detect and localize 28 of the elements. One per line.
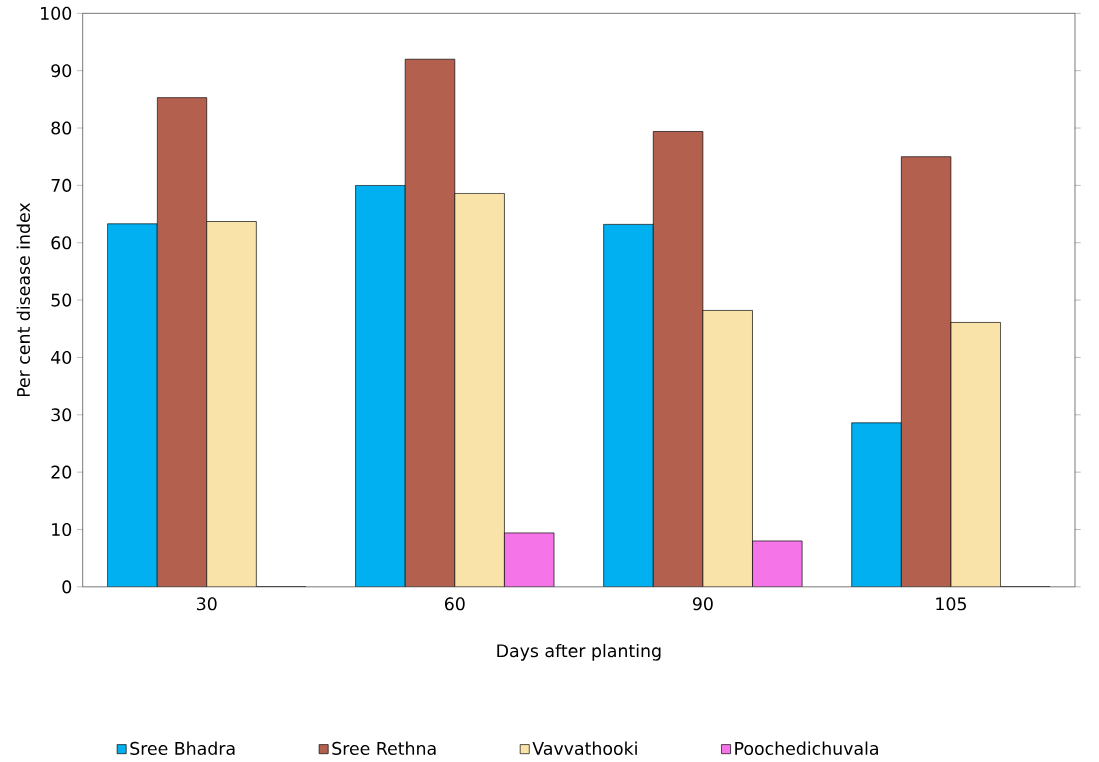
y-tick-label: 30: [51, 408, 72, 422]
y-axis-title: Per cent disease index: [16, 202, 31, 397]
bar: [156, 97, 208, 587]
legend-label: Sree Bhadra: [130, 741, 235, 755]
x-tick-label: 60: [444, 597, 465, 611]
y-tick-label: 40: [51, 350, 72, 364]
bar: [504, 532, 555, 587]
bar: [652, 131, 704, 587]
x-tick-label: 30: [197, 597, 217, 611]
x-tick-label: 90: [692, 597, 713, 611]
y-tick-label: 80: [51, 121, 72, 135]
y-tick-label: 20: [51, 465, 72, 479]
y-tick-label: 0: [62, 580, 72, 594]
x-tick-label: 105: [936, 597, 966, 611]
y-tick-label: 70: [51, 178, 72, 192]
legend-label: Sree Rethna: [332, 741, 436, 755]
x-axis-title: Days after planting: [497, 643, 661, 661]
y-tick-label: 60: [51, 236, 72, 250]
y-tick-label: 90: [51, 64, 72, 78]
legend-label: Poochedichuvala: [735, 741, 878, 755]
legend-label: Vavvathooki: [532, 741, 637, 755]
y-tick-label: 10: [52, 522, 72, 537]
bar: [901, 156, 952, 587]
bar: [206, 221, 257, 587]
bar: [404, 58, 456, 587]
bar: [752, 540, 803, 587]
y-tick-label: 100: [41, 6, 72, 20]
y-tick-label: 50: [51, 293, 72, 307]
